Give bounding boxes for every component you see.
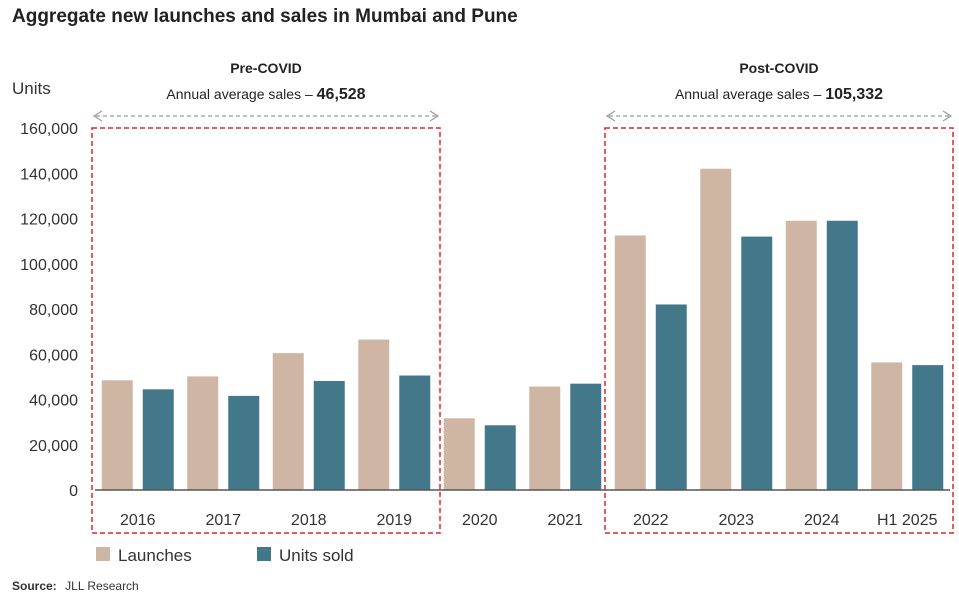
period-value: 46,528	[317, 86, 366, 103]
legend-swatch	[96, 547, 110, 561]
period-0: Pre-COVID Annual average sales – 46,528	[91, 60, 441, 534]
y-axis-label: Units	[12, 79, 51, 98]
source-text: JLL Research	[65, 579, 139, 593]
x-tick-label: 2016	[120, 512, 156, 529]
legend-label: Units sold	[279, 546, 354, 565]
bar-launches-h1-2025	[871, 362, 903, 490]
bar-launches-2023	[700, 168, 732, 490]
bar-launches-2024	[785, 220, 817, 490]
x-tick-label: 2018	[291, 512, 327, 529]
legend-swatch	[257, 547, 271, 561]
y-tick-label: 140,000	[20, 166, 78, 183]
period-1: Post-COVID Annual average sales – 105,332	[604, 60, 954, 534]
period-subtitle-text: Annual average sales –	[675, 86, 825, 102]
y-tick-label: 80,000	[29, 302, 78, 319]
source-note: Source: JLL Research	[12, 577, 139, 594]
x-axis-ticks: 2016 2017 2018 2019 2020 2021 2022 2023 2024 H1 2…	[120, 512, 938, 529]
bar-launches-2018	[272, 353, 304, 490]
y-tick-label: 20,000	[29, 438, 78, 455]
bar-units-sold-2023	[741, 236, 773, 490]
period-label: Pre-COVID	[230, 60, 302, 76]
bar-units-sold-2021	[570, 383, 602, 490]
period-annotations: Pre-COVID Annual average sales – 46,528 Po…	[91, 60, 954, 534]
x-tick-label: 2022	[633, 512, 669, 529]
x-tick-label: 2020	[462, 512, 498, 529]
bar-launches-2020	[443, 418, 475, 490]
bar-launches-2019	[358, 339, 390, 490]
period-subtitle: Annual average sales – 46,528	[166, 86, 365, 103]
bar-units-sold-h1-2025	[912, 365, 944, 490]
bar-units-sold-2016	[142, 389, 174, 490]
y-tick-label: 60,000	[29, 347, 78, 364]
y-axis-ticks: 0 20,000 40,000 60,000 80,000 100,000 120,000 1…	[20, 121, 78, 500]
arrow-head-right	[429, 110, 440, 122]
bar-launches-2022	[614, 235, 646, 490]
y-tick-label: 120,000	[20, 212, 78, 229]
x-tick-label: 2024	[804, 512, 840, 529]
y-tick-label: 40,000	[29, 393, 78, 410]
x-tick-label: 2017	[205, 512, 241, 529]
x-tick-label: 2023	[718, 512, 754, 529]
legend-label: Launches	[118, 546, 192, 565]
period-subtitle: Annual average sales – 105,332	[675, 86, 883, 103]
period-label: Post-COVID	[739, 60, 818, 76]
arrow-head-right	[942, 110, 953, 122]
chart-title: Aggregate new launches and sales in Mumb…	[12, 6, 518, 27]
period-subtitle-text: Annual average sales –	[166, 86, 316, 102]
bar-units-sold-2024	[826, 220, 858, 490]
bar-units-sold-2018	[313, 380, 345, 490]
x-tick-label: 2019	[376, 512, 412, 529]
x-tick-label: H1 2025	[877, 512, 938, 529]
bar-units-sold-2019	[399, 375, 431, 490]
bar-units-sold-2017	[228, 395, 260, 490]
bar-units-sold-2022	[655, 304, 687, 490]
legend: Launches Units sold	[96, 546, 354, 565]
x-tick-label: 2021	[547, 512, 583, 529]
bars-group	[101, 168, 944, 490]
y-tick-label: 100,000	[20, 257, 78, 274]
arrow-head-left	[605, 110, 616, 122]
bar-launches-2021	[529, 386, 561, 490]
y-tick-label: 0	[69, 483, 78, 500]
period-value: 105,332	[825, 86, 883, 103]
y-tick-label: 160,000	[20, 121, 78, 138]
bar-units-sold-2020	[484, 425, 516, 490]
source-label: Source:	[12, 579, 57, 593]
arrow-head-left	[92, 110, 103, 122]
bar-launches-2017	[187, 376, 219, 490]
bar-launches-2016	[101, 380, 133, 490]
